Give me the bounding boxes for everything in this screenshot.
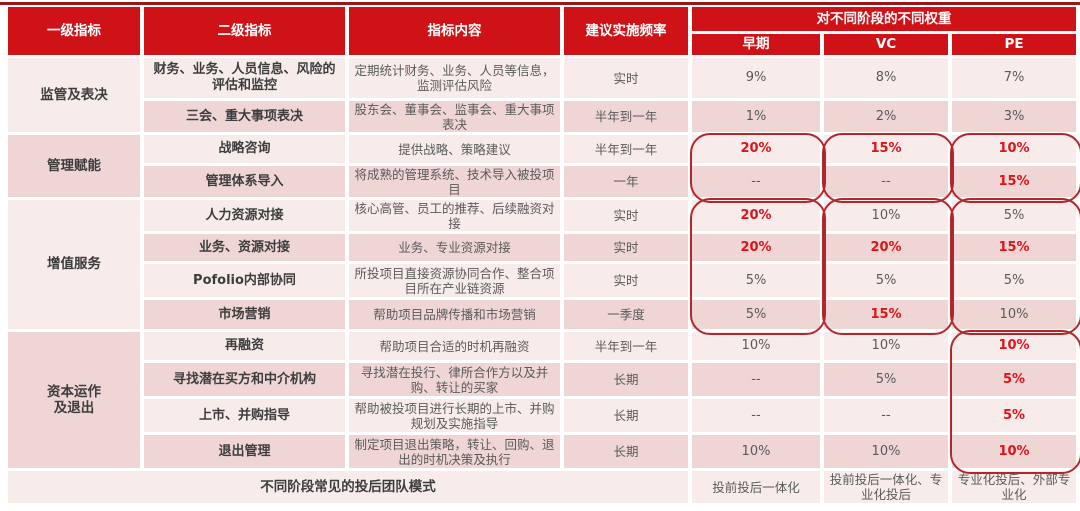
content-cell: 所投项目直接资源协同合作、整合项目所在产业链资源 <box>349 264 560 297</box>
top-accent-line <box>0 2 1080 5</box>
frequency-cell: 长期 <box>564 435 688 468</box>
weight-early: 10% <box>692 435 820 468</box>
weight-vc: 5% <box>824 264 948 297</box>
header-level1-indicator: 一级指标 <box>8 7 140 55</box>
footer-team-mode-vc: 投前投后一体化、专业化投后 <box>824 471 948 503</box>
indicator-cell: 市场营销 <box>144 300 345 329</box>
weight-vc: 5% <box>824 363 948 396</box>
weight-early: 20% <box>692 234 820 261</box>
indicator-cell: 财务、业务、人员信息、风险的评估和监控 <box>144 58 345 98</box>
group-cell-capital-exit: 资本运作 及退出 <box>8 332 140 468</box>
header-level2-indicator: 二级指标 <box>144 7 345 55</box>
content-cell: 帮助被投项目进行长期的上市、并购规划及实施指导 <box>349 399 560 432</box>
indicator-cell: 管理体系导入 <box>144 166 345 197</box>
frequency-cell: 一季度 <box>564 300 688 329</box>
frequency-cell: 实时 <box>564 200 688 231</box>
frequency-cell: 半年到一年 <box>564 332 688 360</box>
weight-pe: 15% <box>952 166 1076 197</box>
content-cell: 提供战略、策略建议 <box>349 135 560 163</box>
header-frequency: 建议实施频率 <box>564 7 688 55</box>
frequency-cell: 长期 <box>564 363 688 396</box>
indicator-cell: 上市、并购指导 <box>144 399 345 432</box>
weight-early: 10% <box>692 332 820 360</box>
group-cell-supervision: 监管及表决 <box>8 58 140 132</box>
content-cell: 定期统计财务、业务、人员等信息，监测评估风险 <box>349 58 560 98</box>
weight-early: 20% <box>692 200 820 231</box>
content-cell: 寻找潜在投行、律所合作方以及并购、转让的买家 <box>349 363 560 396</box>
indicator-cell: 三会、重大事项表决 <box>144 101 345 132</box>
group-cell-management: 管理赋能 <box>8 135 140 197</box>
weight-pe: 7% <box>952 58 1076 98</box>
weight-early: 5% <box>692 264 820 297</box>
weight-vc: 10% <box>824 332 948 360</box>
weight-early: -- <box>692 399 820 432</box>
group-cell-value-added: 增值服务 <box>8 200 140 329</box>
indicator-cell: 业务、资源对接 <box>144 234 345 261</box>
frequency-cell: 实时 <box>564 58 688 98</box>
header-stage-pe: PE <box>952 34 1076 55</box>
header-indicator-content: 指标内容 <box>349 7 560 55</box>
weight-vc: 15% <box>824 300 948 329</box>
footer-team-mode-label: 不同阶段常见的投后团队模式 <box>8 471 688 503</box>
weight-pe: 5% <box>952 363 1076 396</box>
indicator-cell: 寻找潜在买方和中介机构 <box>144 363 345 396</box>
frequency-cell: 长期 <box>564 399 688 432</box>
weight-pe: 15% <box>952 234 1076 261</box>
frequency-cell: 实时 <box>564 234 688 261</box>
indicator-cell: Pofolio内部协同 <box>144 264 345 297</box>
weight-pe: 5% <box>952 399 1076 432</box>
indicator-cell: 战略咨询 <box>144 135 345 163</box>
weight-pe: 3% <box>952 101 1076 132</box>
frequency-cell: 半年到一年 <box>564 135 688 163</box>
content-cell: 业务、专业资源对接 <box>349 234 560 261</box>
indicator-cell: 再融资 <box>144 332 345 360</box>
content-cell: 帮助项目品牌传播和市场营销 <box>349 300 560 329</box>
content-cell: 制定项目退出策略，转让、回购、退出的时机决策及执行 <box>349 435 560 468</box>
weight-vc: 20% <box>824 234 948 261</box>
weight-early: 20% <box>692 135 820 163</box>
weight-pe: 10% <box>952 435 1076 468</box>
header-weights-group: 对不同阶段的不同权重 <box>692 7 1076 31</box>
weight-vc: 10% <box>824 435 948 468</box>
indicator-weight-table: 一级指标 二级指标 指标内容 建议实施频率 对不同阶段的不同权重 早期 VC P… <box>8 7 1076 503</box>
weight-pe: 5% <box>952 200 1076 231</box>
weight-pe: 10% <box>952 300 1076 329</box>
weight-pe: 10% <box>952 332 1076 360</box>
weight-early: 5% <box>692 300 820 329</box>
weight-vc: -- <box>824 166 948 197</box>
weight-vc: 2% <box>824 101 948 132</box>
weight-pe: 5% <box>952 264 1076 297</box>
weight-early: 9% <box>692 58 820 98</box>
weight-vc: 10% <box>824 200 948 231</box>
weight-early: -- <box>692 166 820 197</box>
indicator-cell: 退出管理 <box>144 435 345 468</box>
weight-vc: 15% <box>824 135 948 163</box>
weight-early: 1% <box>692 101 820 132</box>
weight-early: -- <box>692 363 820 396</box>
frequency-cell: 实时 <box>564 264 688 297</box>
content-cell: 股东会、董事会、监事会、重大事项表决 <box>349 101 560 132</box>
footer-team-mode-early: 投前投后一体化 <box>692 471 820 503</box>
content-cell: 将成熟的管理系统、技术导入被投项目 <box>349 166 560 197</box>
weight-pe: 10% <box>952 135 1076 163</box>
frequency-cell: 半年到一年 <box>564 101 688 132</box>
indicator-cell: 人力资源对接 <box>144 200 345 231</box>
header-stage-early: 早期 <box>692 34 820 55</box>
content-cell: 核心高管、员工的推荐、后续融资对接 <box>349 200 560 231</box>
content-cell: 帮助项目合适的时机再融资 <box>349 332 560 360</box>
weight-vc: -- <box>824 399 948 432</box>
footer-team-mode-pe: 专业化投后、外部专业化 <box>952 471 1076 503</box>
weight-vc: 8% <box>824 58 948 98</box>
header-stage-vc: VC <box>824 34 948 55</box>
frequency-cell: 一年 <box>564 166 688 197</box>
